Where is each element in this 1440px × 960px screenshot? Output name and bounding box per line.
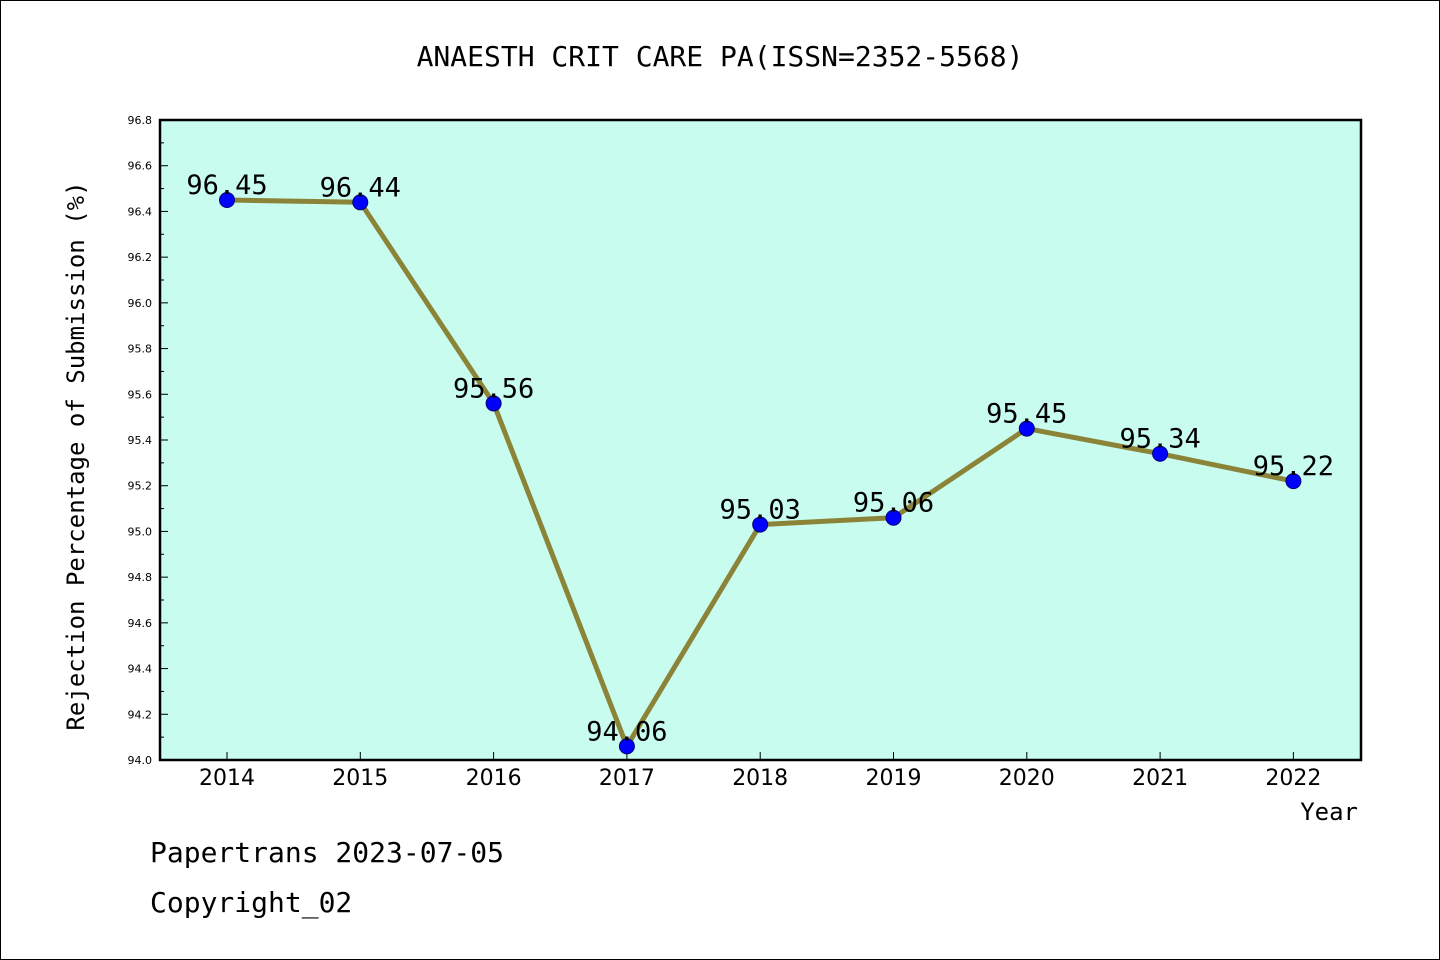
data-point (485, 395, 502, 412)
y-tick-label: 95.0 (128, 525, 153, 538)
data-point (1285, 473, 1302, 490)
y-tick-label: 94.0 (128, 754, 153, 767)
plot-area (158, 118, 1363, 762)
y-tick-label: 94.8 (128, 571, 153, 584)
data-label: 95.45 (986, 399, 1067, 430)
y-axis-label: Rejection Percentage of Submission (%) (62, 181, 90, 730)
data-label: 94.06 (586, 716, 667, 747)
x-axis-label: Year (1300, 798, 1358, 826)
x-tick-label: 2017 (599, 766, 655, 791)
x-axis: 2014 2015 2016 2017 2018 2019 2020 2021 2022 (199, 752, 1321, 791)
y-tick-label: 95.8 (128, 343, 153, 356)
y-tick-label: 96.6 (128, 160, 153, 173)
y-tick-label: 94.2 (128, 708, 153, 721)
data-point (219, 192, 235, 208)
x-tick-label: 2018 (732, 766, 788, 791)
x-tick-label: 2014 (199, 766, 255, 791)
y-tick-label: 95.2 (128, 480, 153, 493)
y-tick-label: 94.6 (128, 617, 153, 630)
data-label: 95.03 (720, 495, 801, 526)
data-label: 95.06 (853, 488, 934, 519)
data-point (618, 738, 635, 755)
y-tick-label: 96.4 (128, 205, 153, 218)
data-label: 95.56 (453, 373, 534, 404)
x-tick-label: 2020 (999, 766, 1055, 791)
x-tick-label: 2022 (1265, 766, 1321, 791)
x-tick-label: 2016 (466, 766, 522, 791)
x-tick-label: 2015 (332, 766, 388, 791)
y-tick-label: 96.8 (128, 114, 153, 127)
chart-title: ANAESTH CRIT CARE PA(ISSN=2352-5568) (417, 40, 1024, 73)
data-point (1152, 445, 1169, 462)
data-label: 95.22 (1253, 451, 1334, 482)
data-point (752, 516, 769, 533)
footer-copyright: Copyright_02 (150, 886, 353, 919)
y-axis: 94.0 94.2 94.4 94.6 94.8 95.0 95.2 95.4 95.6 95.8… (128, 114, 168, 767)
footer-papertrans: Papertrans 2023-07-05 (150, 836, 505, 869)
x-tick-label: 2019 (866, 766, 922, 791)
y-tick-label: 94.4 (128, 663, 153, 676)
y-tick-label: 95.4 (128, 434, 153, 447)
data-label: 96.44 (320, 172, 401, 203)
series-line: 96.45 96.44 95.56 94.06 95.03 95.06 95.45 95.34… (186, 170, 1334, 755)
data-label: 96.45 (186, 170, 267, 201)
data-label: 95.34 (1119, 424, 1200, 455)
data-point (352, 194, 369, 211)
data-point (1018, 420, 1035, 437)
data-point (885, 509, 902, 526)
x-tick-label: 2021 (1132, 766, 1188, 791)
y-tick-label: 96.0 (128, 297, 153, 310)
y-tick-label: 96.2 (128, 251, 153, 264)
y-tick-label: 95.6 (128, 388, 153, 401)
